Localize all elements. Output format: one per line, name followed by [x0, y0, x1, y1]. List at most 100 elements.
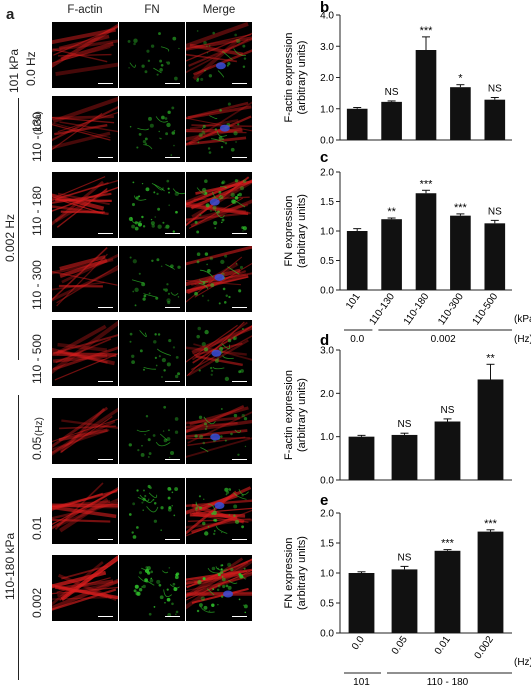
chart-c-y-label-line2: (arbitrary units) [296, 194, 308, 268]
chart-e-bar [434, 550, 461, 633]
group3-label: 110-180 kPa [3, 532, 17, 600]
chart-d-significance: ** [486, 352, 495, 364]
chart-c-unit-bottom: (Hz) [514, 334, 531, 345]
chart-c-category-label: 110-500 [471, 291, 501, 327]
scale-bar [232, 538, 247, 540]
micrograph-merge-row-3 [186, 172, 252, 238]
micrograph-merge-row-8 [186, 555, 252, 621]
scale-bar [98, 232, 113, 234]
group3-bracket [18, 395, 19, 680]
scale-bar [232, 156, 247, 158]
chart-c-y-tick-label: 0.0 [320, 286, 334, 297]
chart-c-y-tick-label: 1.5 [320, 197, 334, 208]
scale-bar [232, 380, 247, 382]
scale-bar [232, 458, 247, 460]
micrograph-factin-row-7 [52, 478, 118, 544]
chart-d-y-label-line1: F-actin expression [283, 370, 295, 460]
micrograph-merge-row-7 [186, 478, 252, 544]
micrograph-fn-row-4 [119, 246, 185, 312]
scale-bar [232, 615, 247, 617]
chart-e-group-label-2: 110 - 180 [427, 677, 469, 685]
group2-row-label-3: 110 - 300 [30, 260, 44, 310]
chart-e-y-tick-label: 1.5 [320, 539, 334, 550]
chart-b-bar [484, 99, 506, 140]
group1-label-pressure: 101 kPa [7, 48, 21, 93]
chart-e-y-tick-label: 2.0 [320, 509, 334, 520]
chart-e-bar [348, 573, 375, 633]
chart-d-y-tick-label: 2.0 [320, 389, 334, 400]
chart-b-y-label-line2: (arbitrary units) [296, 41, 308, 115]
group3-row-label-2: 0.01 [30, 516, 44, 540]
micrograph-fn-row-2 [119, 96, 185, 162]
scale-bar [98, 380, 113, 382]
scale-bar [232, 232, 247, 234]
scale-bar [165, 458, 180, 460]
chart-e-panel-letter: e [320, 492, 328, 509]
chart-e-unit-top: (Hz) [514, 657, 531, 668]
micrograph-factin-row-8 [52, 555, 118, 621]
chart-b-bar [450, 87, 471, 140]
micrograph-fn-row-3 [119, 172, 185, 238]
chart-c-unit-top: (kPa) [514, 314, 531, 325]
chart-c-category-label: 110-300 [436, 291, 466, 327]
micrograph-merge-row-5 [186, 320, 252, 386]
chart-b-y-tick-label: 4.0 [320, 11, 334, 22]
col-header-fn: FN [144, 4, 160, 16]
group3-row-label-1: 0.05 [30, 436, 44, 460]
chart-c-category-label: 110-130 [367, 291, 397, 327]
chart-b-bar [415, 50, 437, 140]
chart-b-panel-letter: b [320, 0, 329, 16]
chart-d-bar [477, 379, 504, 480]
group1-label-frequency: 0.0 Hz [24, 51, 38, 86]
chart-c-y-tick-label: 0.5 [320, 256, 334, 267]
chart-c-bar [484, 223, 506, 290]
micrograph-factin-row-5 [52, 320, 118, 386]
chart-b-significance: * [458, 73, 463, 85]
scale-bar [98, 156, 113, 158]
micrograph-factin-row-1 [52, 22, 118, 88]
chart-d-bar [391, 434, 418, 480]
chart-d-y-label-line2: (arbitrary units) [296, 378, 308, 452]
panel-letter-a: a [6, 6, 15, 23]
chart-c-significance: *** [420, 178, 434, 190]
chart-e-bar [477, 531, 504, 633]
micrograph-fn-row-6 [119, 398, 185, 464]
chart-e-y-label-line2: (arbitrary units) [296, 536, 308, 610]
chart-e-y-tick-label: 0.5 [320, 599, 334, 610]
group2-row-label-4: 110 - 500 [30, 334, 44, 384]
group2-row-label-2: 110 - 180 [30, 186, 44, 236]
chart-d-significance: NS [441, 405, 455, 416]
chart-d-significance: NS [398, 419, 412, 430]
chart-e-y-label-line1: FN expression [283, 538, 295, 609]
chart-b-y-tick-label: 0.0 [320, 136, 334, 147]
scale-bar [165, 380, 180, 382]
chart-b-bar [346, 108, 368, 140]
chart-b-significance: NS [488, 84, 502, 95]
scale-bar [232, 82, 247, 84]
chart-e-group-label-1: 101 [353, 677, 370, 685]
scale-bar [165, 156, 180, 158]
chart-e-significance: *** [484, 518, 498, 530]
chart-e-bar [391, 569, 418, 633]
scale-bar [165, 232, 180, 234]
chart-c-bar [450, 215, 471, 290]
micrograph-factin-row-2 [52, 96, 118, 162]
micrograph-fn-row-5 [119, 320, 185, 386]
micrograph-factin-row-3 [52, 172, 118, 238]
chart-c-significance: *** [454, 202, 468, 214]
micrograph-fn-row-1 [119, 22, 185, 88]
scale-bar [165, 615, 180, 617]
chart-c-significance: NS [488, 206, 502, 217]
chart-b-bar [381, 101, 402, 140]
chart-c-y-label-line1: FN expression [283, 196, 295, 267]
micrograph-factin-row-6 [52, 398, 118, 464]
col-header-merge: Merge [202, 4, 236, 16]
chart-c-y-tick-label: 1.0 [320, 227, 334, 238]
scale-bar [232, 306, 247, 308]
chart-d-y-tick-label: 0.0 [320, 476, 334, 487]
chart-c-y-tick-label: 2.0 [320, 168, 334, 179]
chart-b-significance: NS [385, 87, 399, 98]
group2-row-label-1: 110 - 130 [30, 112, 44, 162]
micrograph-fn-row-7 [119, 478, 185, 544]
group2-label: 0.002 Hz [3, 213, 17, 262]
